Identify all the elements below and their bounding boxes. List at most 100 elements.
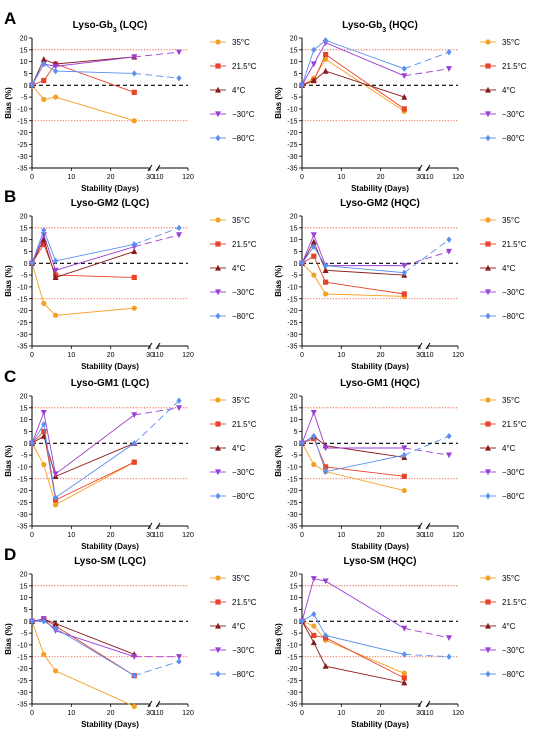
y-tick-label: 15	[20, 225, 28, 232]
y-axis-label: Bias (%)	[4, 265, 13, 297]
legend-label: −30°C	[502, 288, 525, 297]
y-tick-label: 5	[294, 429, 298, 436]
data-point	[323, 632, 329, 639]
data-point	[131, 703, 137, 709]
legend-label: 35°C	[232, 216, 250, 225]
data-point	[323, 464, 329, 470]
data-point	[446, 248, 452, 255]
series-line	[301, 620, 405, 679]
y-tick-label: 10	[290, 237, 298, 244]
series-line	[31, 63, 135, 93]
series-line-extended	[134, 227, 180, 245]
y-tick-label: -15	[287, 118, 297, 125]
y-tick-label: -20	[287, 308, 297, 315]
data-point	[41, 96, 47, 103]
data-point	[176, 49, 182, 56]
data-point	[446, 66, 452, 72]
data-point	[131, 54, 138, 61]
x-tick-label: 20	[107, 710, 115, 717]
data-point	[299, 82, 305, 89]
legend-marker	[215, 39, 221, 45]
x-tick-label: 120	[182, 352, 194, 359]
y-tick-label: -25	[17, 678, 27, 685]
series-line	[31, 84, 135, 122]
y-tick-label: 0	[24, 83, 28, 90]
data-point	[323, 468, 329, 475]
chart-panel: B Lyso-GM2 (LQC) -35 -30 -25 -20 -15 -10 -5 0 5 10 1…	[4, 187, 257, 371]
y-tick-label: -35	[287, 524, 297, 531]
x-tick-label: 0	[30, 352, 34, 359]
y-tick-label: 5	[294, 607, 298, 614]
y-tick-label: 10	[290, 417, 298, 424]
legend-label: 21.5°C	[502, 420, 527, 429]
series-line	[301, 39, 405, 86]
x-tick-label: 110	[422, 174, 433, 181]
series-line	[31, 435, 135, 477]
y-axis-label: Bias (%)	[274, 623, 283, 655]
x-tick-label: 110	[152, 532, 163, 539]
series-line	[31, 618, 135, 658]
data-point	[53, 67, 59, 75]
y-tick-label: 5	[24, 71, 28, 78]
y-tick-label: -25	[287, 142, 297, 149]
series-line	[301, 58, 405, 112]
y-tick-label: -20	[287, 488, 297, 495]
legend-label: −80°C	[232, 670, 255, 679]
series-line	[31, 621, 135, 707]
legend-label: −30°C	[502, 468, 525, 477]
data-point	[176, 654, 182, 660]
x-tick-label: 20	[107, 352, 115, 359]
x-tick-label: 30	[416, 174, 424, 181]
series-line	[31, 443, 135, 506]
data-point	[299, 260, 305, 267]
legend-marker	[215, 444, 221, 451]
data-point	[131, 89, 137, 95]
legend: 35°C 21.5°C 4°C −30°C −80°C	[480, 574, 527, 679]
series	[29, 260, 137, 318]
y-tick-label: 0	[294, 619, 298, 626]
series-line	[32, 620, 135, 677]
y-tick-label: -5	[291, 273, 297, 280]
y-tick-label: 10	[290, 59, 298, 66]
y-tick-label: -15	[17, 296, 27, 303]
x-tick-label: 10	[67, 174, 75, 181]
y-tick-label: -20	[17, 308, 27, 315]
legend: 35°C 21.5°C 4°C −30°C −80°C	[480, 216, 527, 321]
y-tick-label: 15	[290, 225, 298, 232]
legend-marker	[215, 111, 221, 118]
data-point	[53, 494, 59, 501]
chart-panel: Lyso-Gb3 (HQC) -35 -30 -25 -20 -15 -10 -5 0 5 10 15…	[274, 20, 527, 193]
series-line	[301, 443, 405, 491]
data-point	[446, 236, 452, 243]
data-point	[401, 675, 407, 681]
data-point	[131, 241, 137, 248]
legend-marker	[485, 134, 491, 142]
y-axis-label: Bias (%)	[4, 445, 13, 477]
legend-marker	[485, 63, 491, 69]
series-line	[301, 613, 405, 655]
y-tick-label: -10	[17, 465, 27, 472]
data-point	[53, 94, 59, 100]
legend-marker	[485, 86, 491, 93]
data-point	[52, 63, 59, 70]
y-tick-label: -10	[17, 643, 27, 650]
data-point	[401, 625, 408, 632]
y-axis-label: Bias (%)	[4, 87, 13, 119]
y-tick-label: -15	[287, 654, 297, 661]
x-tick-label: 0	[30, 532, 34, 539]
y-tick-label: 0	[294, 441, 298, 448]
y-tick-label: -5	[21, 631, 27, 638]
data-point	[401, 651, 407, 658]
x-tick-label: 0	[300, 710, 304, 717]
chart-panel: Lyso-GM2 (HQC) -35 -30 -25 -20 -15 -10 -5 0 5 10 15…	[274, 198, 527, 371]
y-tick-label: -5	[21, 95, 27, 102]
x-tick-label: 20	[107, 174, 115, 181]
series-line	[31, 233, 135, 271]
series-line	[31, 263, 135, 316]
y-tick-label: -20	[287, 666, 297, 673]
y-tick-label: 15	[20, 405, 28, 412]
series-line	[301, 621, 405, 684]
series-line-extended	[404, 447, 450, 456]
x-tick-label: 0	[30, 710, 34, 717]
chart-title: Lyso-GM2 (HQC)	[340, 198, 420, 209]
